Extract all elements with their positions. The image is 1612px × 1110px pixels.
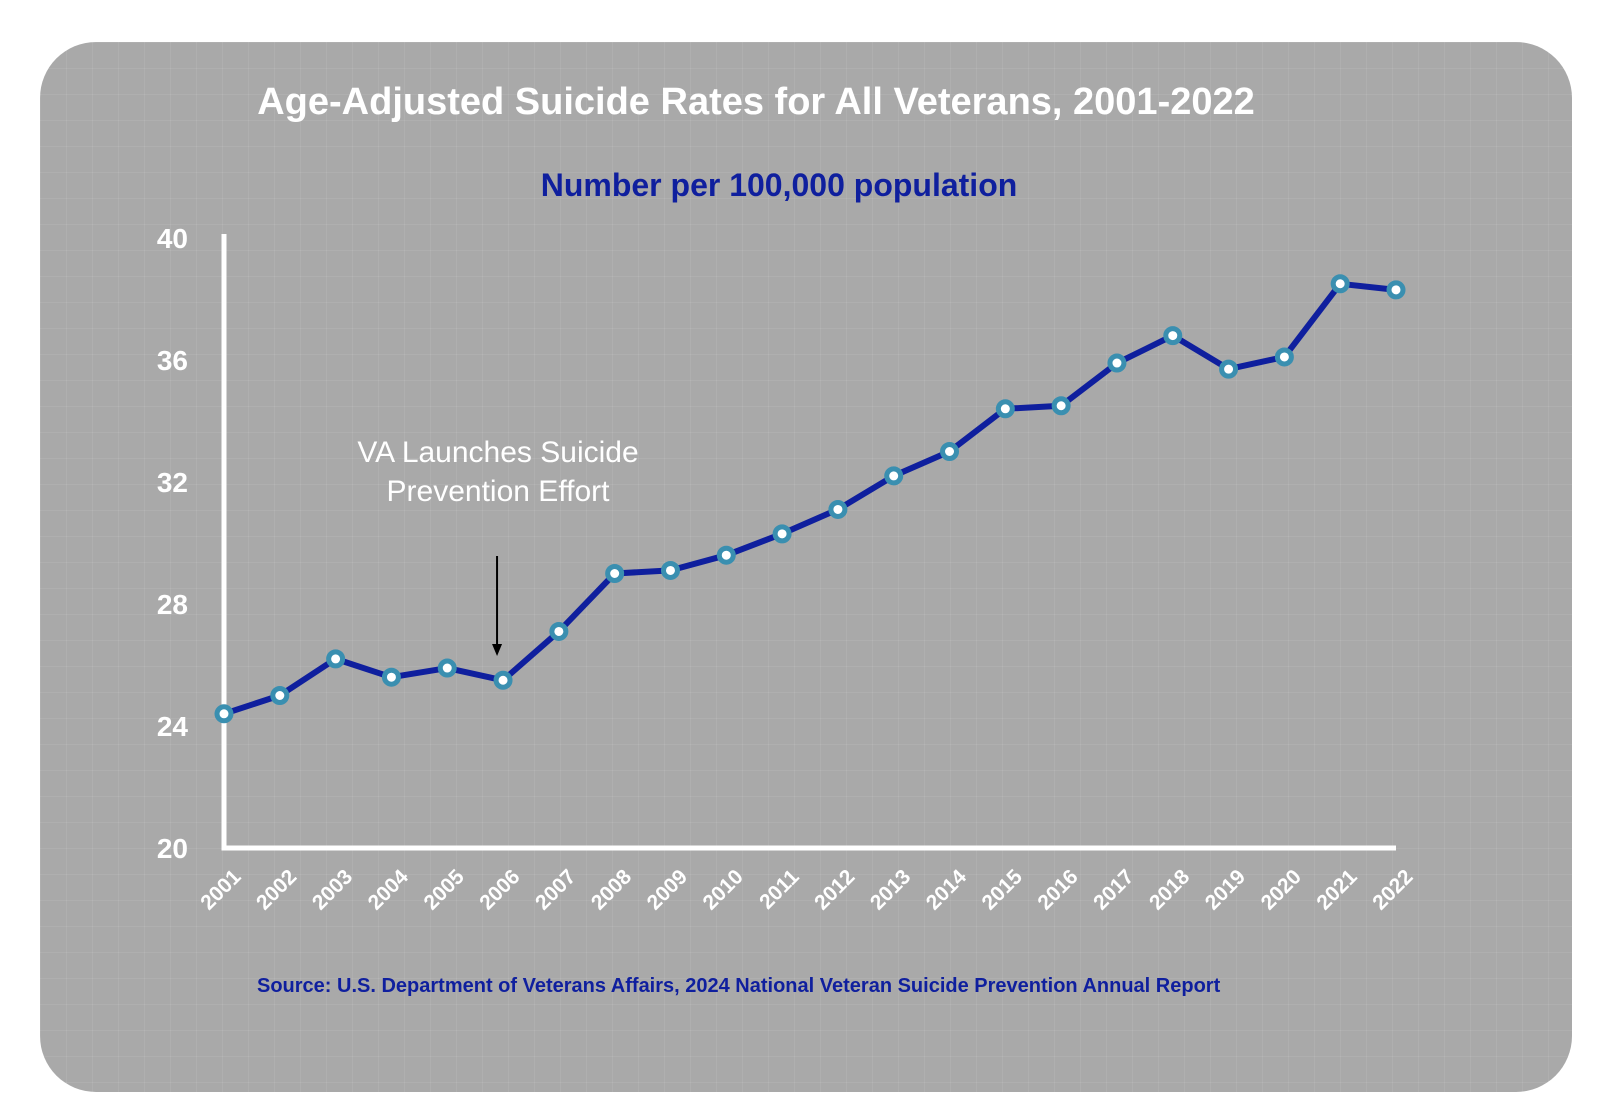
annotation-arrowhead <box>492 644 503 656</box>
line-chart: Age-Adjusted Suicide Rates for All Veter… <box>157 81 1418 997</box>
series-line <box>223 280 1397 717</box>
x-tick-label: 2017 <box>1089 865 1138 914</box>
data-point <box>1330 274 1350 294</box>
x-tick-label: 2003 <box>308 865 357 914</box>
x-tick-label: 2013 <box>866 865 915 914</box>
x-tick-label: 2019 <box>1201 865 1250 914</box>
source-note: Source: U.S. Department of Veterans Affa… <box>257 975 1221 997</box>
y-tick-label: 24 <box>157 711 189 742</box>
x-tick-label: 2012 <box>810 865 859 914</box>
data-point <box>437 658 457 678</box>
data-point <box>940 442 960 461</box>
annotation-line-2: Prevention Effort <box>387 475 611 508</box>
x-tick-label: 2020 <box>1257 865 1306 914</box>
data-point <box>660 560 680 580</box>
y-tick-label: 32 <box>157 467 188 498</box>
x-tick-label: 2004 <box>364 865 414 915</box>
data-point <box>884 466 904 486</box>
x-axis-ticks: 2001 2002 2003 2004 2005 2006 2007 2008 2009 2010… <box>196 865 1417 915</box>
y-tick-label: 20 <box>157 833 188 864</box>
x-tick-label: 2016 <box>1033 865 1082 914</box>
data-point <box>326 649 346 669</box>
x-tick-label: 2018 <box>1145 865 1195 915</box>
x-tick-label: 2014 <box>922 865 972 915</box>
data-markers <box>214 274 1406 724</box>
data-point <box>1219 359 1239 379</box>
data-point <box>1386 280 1406 300</box>
y-axis-ticks: 20 24 28 32 36 40 <box>157 223 189 864</box>
annotation: VA Launches Suicide Prevention Effort <box>357 436 638 508</box>
x-tick-label: 2002 <box>252 865 301 914</box>
data-point <box>772 524 792 544</box>
chart-panel: Age-Adjusted Suicide Rates for All Veter… <box>40 42 1572 1092</box>
x-tick-label: 2015 <box>978 865 1028 915</box>
data-point <box>995 399 1015 419</box>
data-point <box>214 704 234 724</box>
data-point <box>549 621 569 641</box>
data-point <box>381 667 401 687</box>
annotation-line-1: VA Launches Suicide <box>357 436 638 469</box>
data-point <box>716 545 736 565</box>
data-point <box>1107 353 1127 373</box>
x-tick-label: 2009 <box>643 865 692 914</box>
data-point <box>1051 396 1071 416</box>
data-point <box>1163 326 1183 346</box>
data-point <box>828 499 848 519</box>
data-point <box>493 670 513 690</box>
data-point <box>1274 347 1294 367</box>
chart-subtitle: Number per 100,000 population <box>541 167 1018 203</box>
x-tick-label: 2005 <box>419 865 469 915</box>
y-tick-label: 36 <box>157 345 188 376</box>
x-tick-label: 2021 <box>1312 865 1362 915</box>
x-tick-label: 2011 <box>755 865 804 914</box>
x-tick-label: 2001 <box>196 865 246 915</box>
x-tick-label: 2022 <box>1368 865 1417 914</box>
y-tick-label: 40 <box>157 223 188 254</box>
chart-title: Age-Adjusted Suicide Rates for All Veter… <box>257 81 1255 123</box>
x-tick-label: 2006 <box>475 865 524 914</box>
y-tick-label: 28 <box>157 589 188 620</box>
x-tick-label: 2010 <box>699 865 748 914</box>
data-point <box>270 686 290 705</box>
x-tick-label: 2008 <box>587 865 637 915</box>
x-tick-label: 2007 <box>531 865 580 914</box>
data-point <box>605 564 625 583</box>
